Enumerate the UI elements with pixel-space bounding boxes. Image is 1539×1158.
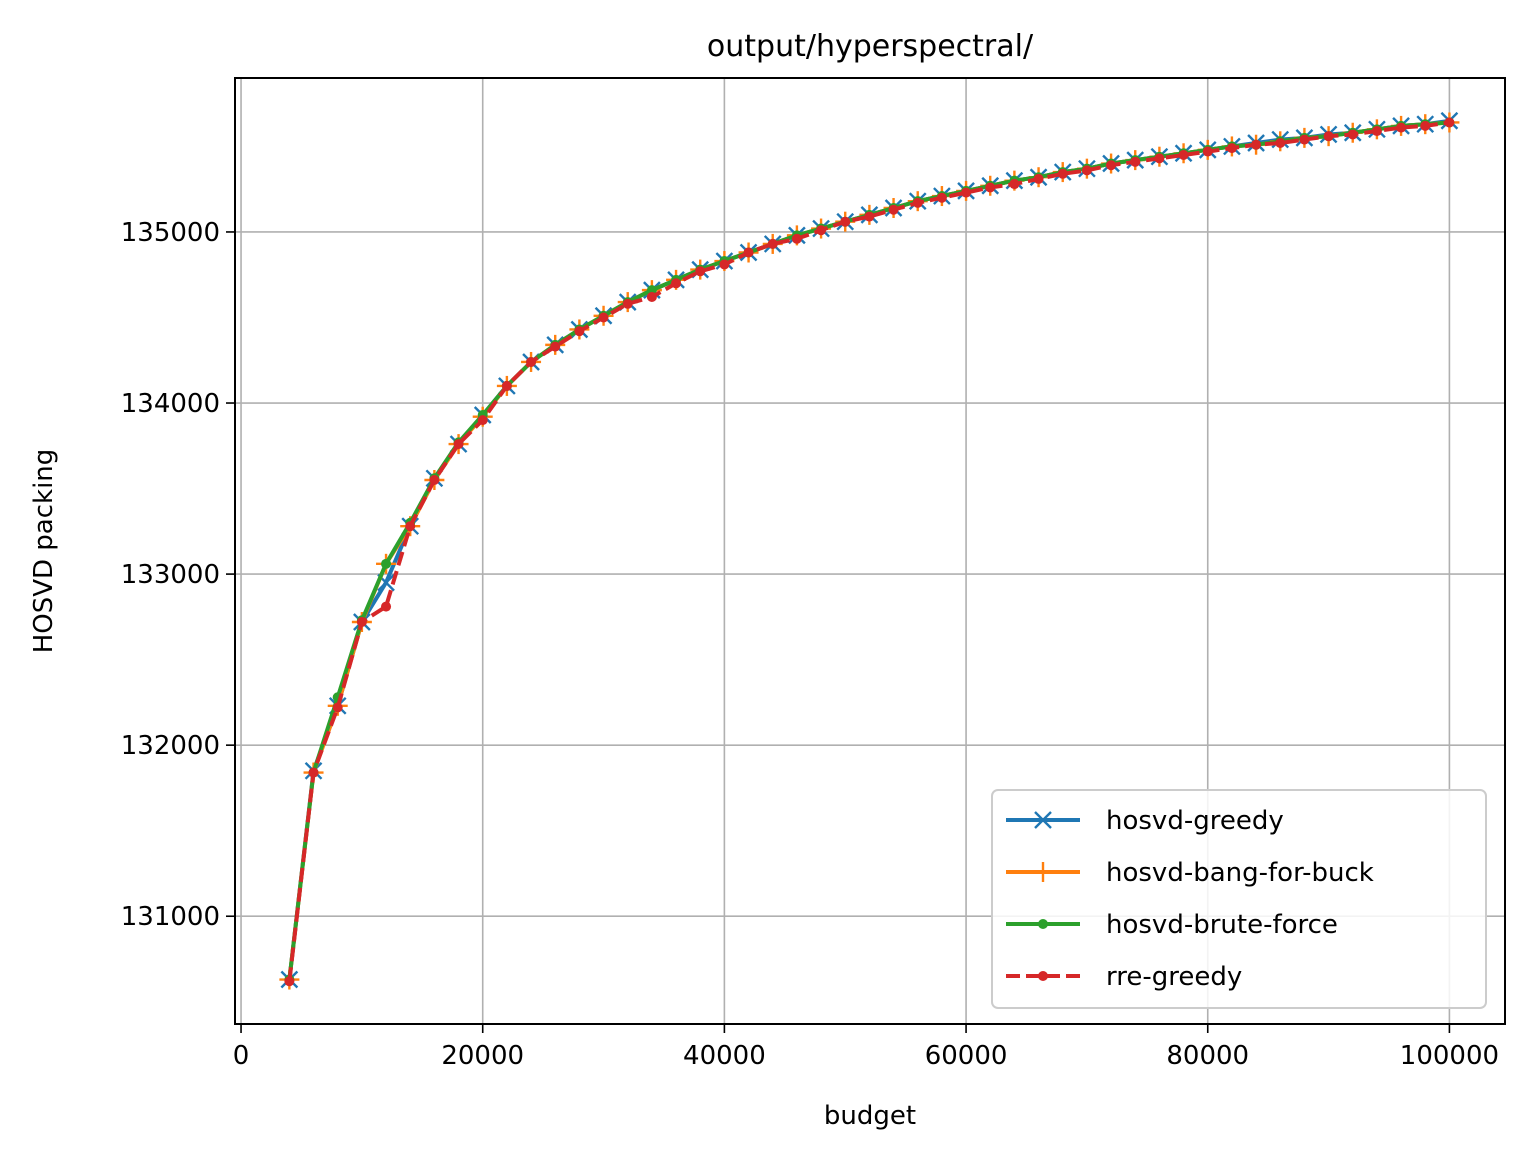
data-point bbox=[1130, 156, 1141, 167]
data-point bbox=[646, 291, 657, 302]
data-point bbox=[405, 521, 416, 532]
data-point bbox=[1226, 143, 1237, 154]
data-point bbox=[1299, 134, 1310, 145]
legend-marker bbox=[1038, 919, 1048, 929]
y-tick-label: 134000 bbox=[121, 389, 220, 419]
data-point bbox=[671, 278, 682, 289]
data-point bbox=[1057, 168, 1068, 179]
legend-marker bbox=[1033, 862, 1053, 882]
y-tick-label: 132000 bbox=[121, 731, 220, 761]
data-point bbox=[888, 204, 899, 215]
data-point bbox=[1251, 139, 1262, 150]
legend-label: hosvd-brute-force bbox=[1106, 910, 1338, 940]
plot-frame bbox=[234, 77, 1506, 1025]
data-point bbox=[791, 233, 802, 244]
data-point bbox=[767, 238, 778, 249]
y-axis-label: HOSVD packing bbox=[29, 449, 59, 654]
data-point bbox=[598, 312, 609, 323]
data-point bbox=[961, 187, 972, 198]
data-point bbox=[381, 601, 392, 612]
data-point bbox=[1444, 117, 1455, 128]
legend-label: hosvd-greedy bbox=[1106, 806, 1284, 836]
data-point bbox=[574, 326, 585, 337]
data-point bbox=[1323, 131, 1334, 142]
y-tick-label: 135000 bbox=[121, 218, 220, 248]
x-tick-label: 0 bbox=[233, 1041, 250, 1071]
chart-title: output/hyperspectral/ bbox=[707, 29, 1034, 64]
data-point bbox=[356, 616, 367, 627]
legend-label: hosvd-bang-for-buck bbox=[1106, 858, 1374, 888]
data-point bbox=[1275, 138, 1286, 149]
x-tick-label: 20000 bbox=[441, 1041, 524, 1071]
data-point bbox=[743, 247, 754, 258]
data-point bbox=[284, 976, 295, 987]
data-point bbox=[912, 197, 923, 208]
data-point bbox=[985, 182, 996, 193]
y-tick-label: 133000 bbox=[121, 560, 220, 590]
data-point bbox=[1033, 173, 1044, 184]
data-point bbox=[1371, 126, 1382, 137]
legend-label: rre-greedy bbox=[1106, 962, 1242, 992]
y-tick-label: 131000 bbox=[121, 902, 220, 932]
legend-box bbox=[991, 789, 1487, 1009]
x-tick-label: 80000 bbox=[1166, 1041, 1249, 1071]
data-point bbox=[840, 216, 851, 227]
data-point bbox=[381, 558, 392, 569]
data-point bbox=[719, 259, 730, 270]
data-point bbox=[936, 192, 947, 203]
data-point bbox=[1178, 149, 1189, 160]
data-point bbox=[1347, 129, 1358, 140]
data-point bbox=[453, 439, 464, 450]
data-point bbox=[816, 225, 827, 236]
grid bbox=[235, 78, 1505, 1024]
data-point bbox=[1106, 160, 1117, 171]
data-point bbox=[622, 298, 633, 309]
series-layer bbox=[279, 111, 1460, 990]
data-point bbox=[1081, 165, 1092, 176]
data-point bbox=[308, 767, 319, 778]
data-point bbox=[1396, 122, 1407, 133]
data-point bbox=[1202, 146, 1213, 157]
data-point bbox=[429, 475, 440, 486]
legend-marker bbox=[1038, 971, 1048, 981]
x-tick-label: 40000 bbox=[683, 1041, 766, 1071]
data-point bbox=[646, 285, 657, 296]
data-point bbox=[1154, 153, 1165, 164]
x-tick-label: 60000 bbox=[925, 1041, 1008, 1071]
x-tick-label: 100000 bbox=[1400, 1041, 1499, 1071]
legend: hosvd-greedy hosvd-bang-for-buck hosvd-bru… bbox=[991, 789, 1487, 1009]
legend-marker bbox=[1034, 811, 1052, 829]
data-point bbox=[1420, 120, 1431, 131]
x-axis-label: budget bbox=[824, 1101, 916, 1131]
data-point bbox=[332, 702, 343, 713]
ticks: 0 20000 40000 60000 80000 100000 131000 132000 1… bbox=[121, 218, 1499, 1071]
data-point bbox=[695, 266, 706, 277]
data-point bbox=[550, 341, 561, 352]
data-point bbox=[864, 211, 875, 222]
data-point bbox=[526, 356, 537, 367]
data-point bbox=[1009, 179, 1020, 190]
data-point bbox=[477, 415, 488, 426]
data-point bbox=[501, 380, 512, 391]
series-rre-greedy bbox=[284, 117, 1455, 987]
